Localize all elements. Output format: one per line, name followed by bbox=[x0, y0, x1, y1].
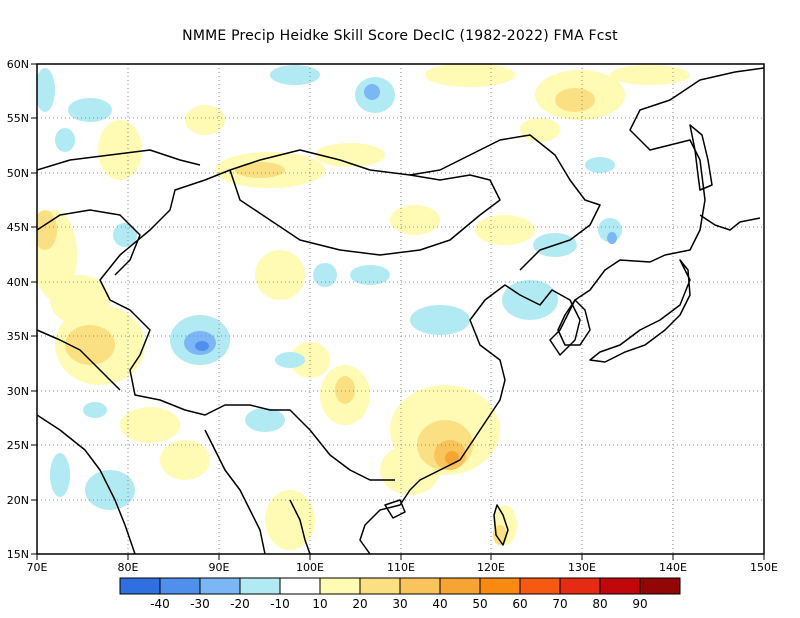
map-title: NMME Precip Heidke Skill Score DecIC (19… bbox=[182, 28, 618, 44]
graticule bbox=[37, 64, 764, 554]
colorbar-label: 70 bbox=[552, 597, 567, 611]
colorbar-swatch bbox=[599, 577, 641, 595]
lon-label: 90E bbox=[209, 561, 230, 574]
colorbar-label: 60 bbox=[512, 597, 527, 611]
colorbar-swatch bbox=[279, 577, 321, 595]
lat-label: 35N bbox=[7, 330, 29, 343]
lat-label: 20N bbox=[7, 494, 29, 507]
lon-label: 70E bbox=[27, 561, 48, 574]
lat-label: 55N bbox=[7, 112, 29, 125]
colorbar-swatch bbox=[639, 577, 681, 595]
lat-label: 50N bbox=[7, 167, 29, 180]
lon-label: 140E bbox=[659, 561, 687, 574]
colorbar-swatch bbox=[559, 577, 601, 595]
colorbar-swatch bbox=[479, 577, 521, 595]
colorbar-label: 90 bbox=[632, 597, 647, 611]
colorbar-swatch bbox=[199, 577, 241, 595]
colorbar-label: 80 bbox=[592, 597, 607, 611]
axis-ticks bbox=[31, 63, 765, 560]
lon-label: 130E bbox=[568, 561, 596, 574]
colorbar-swatch bbox=[359, 577, 401, 595]
colorbar-swatch bbox=[239, 577, 281, 595]
lat-label: 45N bbox=[7, 221, 29, 234]
colorbar-label: 40 bbox=[432, 597, 447, 611]
colorbar bbox=[119, 577, 681, 595]
colorbar-label: -40 bbox=[150, 597, 170, 611]
lon-label: 110E bbox=[387, 561, 415, 574]
colorbar-swatch bbox=[319, 577, 361, 595]
colorbar-label: -30 bbox=[190, 597, 210, 611]
lat-label: 60N bbox=[7, 58, 29, 71]
colorbar-label: 50 bbox=[472, 597, 487, 611]
colorbar-label: 30 bbox=[392, 597, 407, 611]
lat-label: 15N bbox=[7, 548, 29, 561]
coastlines bbox=[37, 67, 764, 554]
lat-label: 25N bbox=[7, 439, 29, 452]
lon-label: 80E bbox=[118, 561, 139, 574]
colorbar-label: 10 bbox=[312, 597, 327, 611]
lon-label: 150E bbox=[750, 561, 778, 574]
colorbar-swatch bbox=[519, 577, 561, 595]
lon-label: 100E bbox=[296, 561, 324, 574]
colorbar-swatch bbox=[119, 577, 161, 595]
lat-label: 30N bbox=[7, 385, 29, 398]
skill-field bbox=[37, 64, 690, 550]
colorbar-label: 20 bbox=[352, 597, 367, 611]
colorbar-label: -10 bbox=[270, 597, 290, 611]
colorbar-swatch bbox=[399, 577, 441, 595]
lon-label: 120E bbox=[477, 561, 505, 574]
colorbar-swatch bbox=[439, 577, 481, 595]
colorbar-swatch bbox=[159, 577, 201, 595]
lat-label: 40N bbox=[7, 276, 29, 289]
colorbar-label: -20 bbox=[230, 597, 250, 611]
